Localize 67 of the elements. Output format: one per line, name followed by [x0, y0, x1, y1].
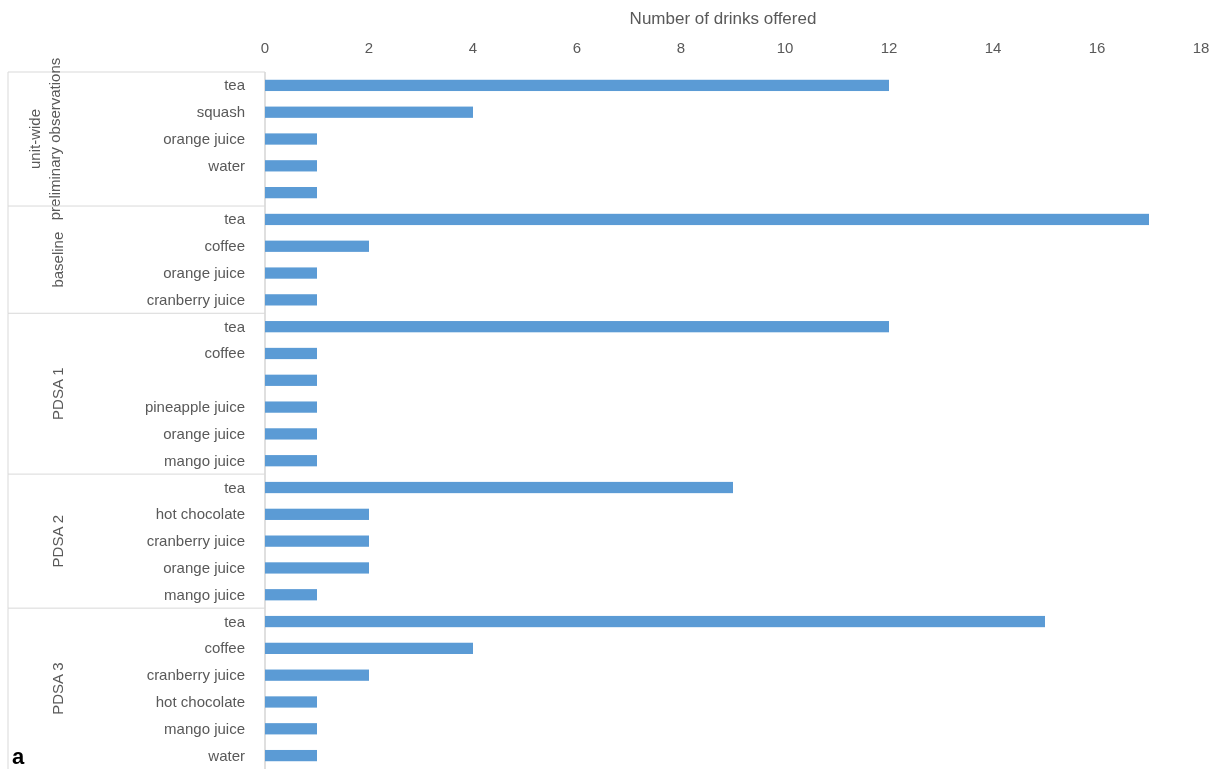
bar: [265, 213, 1149, 226]
y-tick-label: tea: [224, 612, 246, 630]
text: PDSA 2: [49, 514, 66, 568]
bar: [265, 294, 317, 306]
x-tick-label: 6: [572, 39, 582, 56]
text: unit-wide preliminary observations: [26, 57, 63, 221]
x-tick-label: 12: [880, 39, 898, 56]
bar: [265, 401, 317, 413]
y-tick-label: orange juice: [163, 424, 245, 442]
y-tick-label: water: [207, 156, 245, 174]
x-axis-title: Number of drinks offered: [629, 9, 817, 28]
y-tick-label: cranberry juice: [146, 290, 245, 308]
bar: [265, 535, 369, 547]
y-tick-label: hot chocolate: [155, 692, 245, 710]
x-tick-label: 18: [1192, 39, 1210, 56]
bar: [265, 374, 317, 386]
y-tick-label: mango juice: [164, 585, 245, 603]
x-tick-label: 2: [364, 39, 374, 56]
bar: [265, 481, 733, 494]
y-tick-label: orange juice: [163, 558, 245, 576]
x-tick-label: 4: [468, 39, 478, 56]
y-tick-label: mango juice: [164, 719, 245, 737]
text: a: [12, 744, 25, 769]
bar: [265, 160, 317, 172]
y-tick-label: coffee: [204, 639, 245, 657]
bar: [265, 615, 1045, 628]
bar: [265, 589, 317, 601]
bar: [265, 455, 317, 467]
bar: [265, 428, 317, 440]
y-tick-label: cranberry juice: [146, 532, 245, 550]
bar: [265, 240, 369, 252]
y-tick-label: cranberry juice: [146, 666, 245, 684]
bar: [265, 723, 317, 735]
x-tick-label: 10: [776, 39, 794, 56]
y-tick-label: pineapple juice: [144, 398, 245, 416]
bar: [265, 133, 317, 145]
y-tick-label: tea: [224, 76, 246, 94]
y-tick-label: mango juice: [164, 451, 245, 469]
bar: [265, 508, 369, 520]
bar: [265, 106, 473, 118]
bar: [265, 669, 369, 681]
bar: [265, 267, 317, 279]
bar: [265, 642, 473, 654]
bar: [265, 187, 317, 199]
y-tick-label: water: [207, 746, 245, 764]
y-tick-label: tea: [224, 478, 246, 496]
text: PDSA 3: [49, 662, 66, 715]
y-tick-label: coffee: [204, 237, 245, 255]
x-tick-label: 0: [260, 39, 270, 56]
y-tick-label: hot chocolate: [155, 505, 245, 523]
bar: [265, 696, 317, 708]
y-tick-label: tea: [224, 317, 246, 335]
x-tick-label: 8: [676, 39, 686, 56]
bar: [265, 562, 369, 574]
y-tick-label: coffee: [204, 344, 245, 362]
bar: [265, 749, 317, 762]
bar: [265, 321, 889, 333]
text: baseline: [49, 231, 66, 288]
text: PDSA 1: [49, 367, 66, 420]
bar: [265, 79, 889, 92]
x-tick-label: 16: [1088, 39, 1106, 56]
bar: [265, 347, 317, 360]
y-tick-label: tea: [224, 210, 246, 228]
x-tick-label: 14: [984, 39, 1002, 56]
y-tick-label: orange juice: [163, 264, 245, 282]
y-tick-label: orange juice: [163, 130, 245, 148]
y-tick-label: squash: [196, 103, 245, 121]
